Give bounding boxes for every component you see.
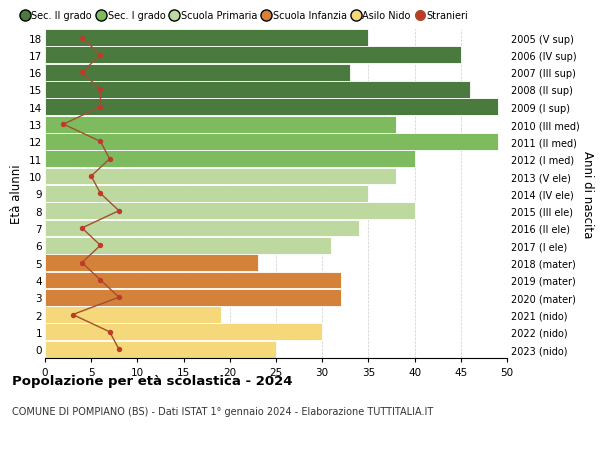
Bar <box>45 220 359 237</box>
Point <box>77 225 87 232</box>
Point <box>77 69 87 77</box>
Point <box>105 329 115 336</box>
Bar <box>45 237 331 254</box>
Point <box>95 277 105 284</box>
Point <box>95 139 105 146</box>
Bar <box>45 65 350 81</box>
Bar <box>45 307 221 323</box>
Bar <box>45 99 498 116</box>
Bar <box>45 324 322 341</box>
Bar <box>45 272 341 289</box>
Text: Popolazione per età scolastica - 2024: Popolazione per età scolastica - 2024 <box>12 374 293 387</box>
Point <box>77 35 87 42</box>
Point <box>95 52 105 59</box>
Bar <box>45 117 396 133</box>
Legend: Sec. II grado, Sec. I grado, Scuola Primaria, Scuola Infanzia, Asilo Nido, Stran: Sec. II grado, Sec. I grado, Scuola Prim… <box>17 7 472 25</box>
Bar <box>45 47 461 64</box>
Point <box>114 207 124 215</box>
Point <box>77 259 87 267</box>
Bar <box>45 82 470 99</box>
Text: COMUNE DI POMPIANO (BS) - Dati ISTAT 1° gennaio 2024 - Elaborazione TUTTITALIA.I: COMUNE DI POMPIANO (BS) - Dati ISTAT 1° … <box>12 406 433 416</box>
Bar <box>45 134 498 151</box>
Point <box>95 87 105 94</box>
Point <box>114 294 124 301</box>
Bar <box>45 255 257 271</box>
Point <box>68 311 77 319</box>
Point <box>95 242 105 249</box>
Point <box>95 190 105 197</box>
Bar <box>45 185 368 202</box>
Point <box>114 346 124 353</box>
Bar <box>45 289 341 306</box>
Bar <box>45 151 415 168</box>
Bar <box>45 341 276 358</box>
Y-axis label: Anni di nascita: Anni di nascita <box>581 151 594 237</box>
Point <box>59 121 68 129</box>
Bar <box>45 168 396 185</box>
Y-axis label: Età alunni: Età alunni <box>10 164 23 224</box>
Bar <box>45 30 368 47</box>
Point <box>86 173 96 180</box>
Point <box>105 156 115 163</box>
Bar <box>45 203 415 219</box>
Point <box>95 104 105 111</box>
